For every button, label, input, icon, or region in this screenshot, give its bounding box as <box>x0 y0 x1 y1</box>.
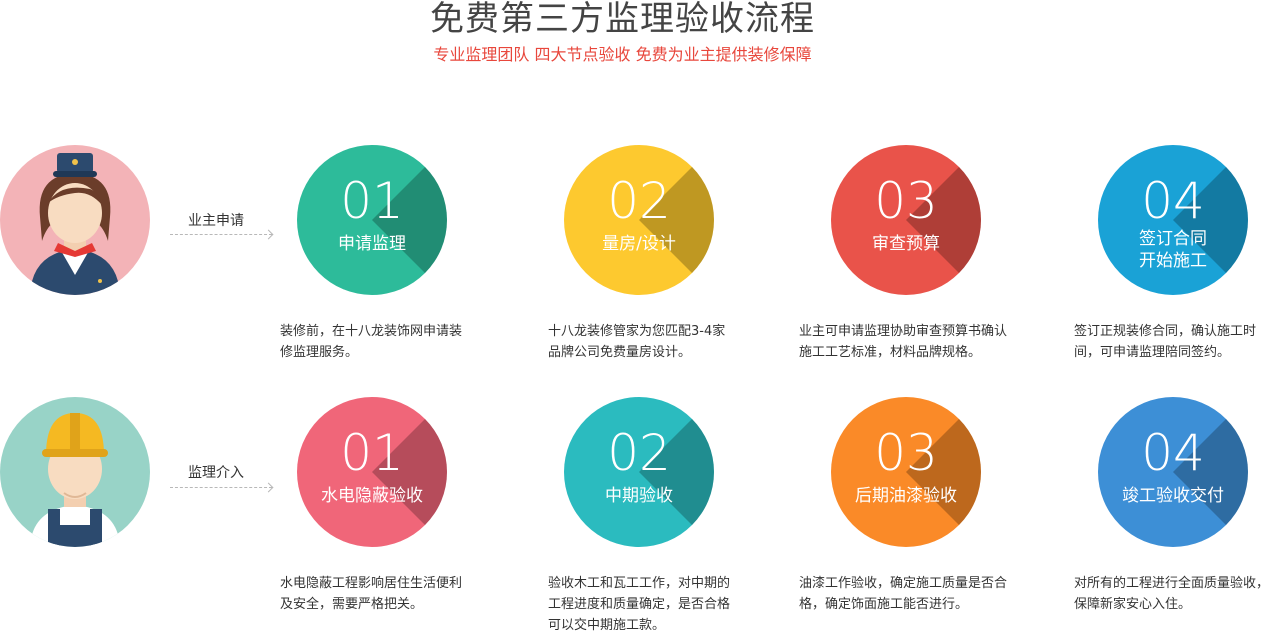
page-subtitle: 专业监理团队 四大节点验收 免费为业主提供装修保障 <box>433 45 812 64</box>
step-description: 十八龙装修管家为您匹配3-4家品牌公司免费量房设计。 <box>548 324 726 360</box>
step-name: 审查预算 <box>872 234 940 254</box>
step-number: 02 <box>607 172 671 230</box>
step-name-line1: 签订合同 <box>1139 229 1207 249</box>
step-description: 水电隐蔽工程影响居住生活便利及安全，需要严格把关。 <box>280 576 463 612</box>
step-name: 竣工验收交付 <box>1122 486 1224 506</box>
step-number: 03 <box>874 424 938 482</box>
step-name: 后期油漆验收 <box>855 486 957 506</box>
step-description: 签订正规装修合同，确认施工时间，可申请监理陪同签约。 <box>1074 324 1257 360</box>
step-number: 03 <box>874 172 938 230</box>
step-description: 对所有的工程进行全面质量验收，保障新家安心入住。 <box>1074 576 1270 612</box>
owner-avatar <box>0 145 150 295</box>
row-arrow-line <box>170 487 272 488</box>
supervisor-illustration-icon <box>0 397 150 547</box>
supervisor-avatar <box>0 397 150 547</box>
step-circle-midterm-inspection[interactable]: 02 中期验收 <box>564 397 714 547</box>
step-number: 02 <box>607 424 671 482</box>
step-description: 验收木工和瓦工工作，对中期的工程进度和质量确定，是否合格可以交中期施工款。 <box>548 576 731 633</box>
step-number: 04 <box>1141 172 1205 230</box>
step-name: 量房/设计 <box>602 234 676 254</box>
step-description: 油漆工作验收，确定施工质量是否合格，确定饰面施工能否进行。 <box>799 576 1008 612</box>
step-number: 01 <box>340 424 404 482</box>
step-circle-apply-supervision[interactable]: 01 申请监理 <box>297 145 447 295</box>
step-circle-paint-inspection[interactable]: 03 后期油漆验收 <box>831 397 981 547</box>
step-number: 04 <box>1141 424 1205 482</box>
step-name: 中期验收 <box>605 486 673 506</box>
step-circle-final-delivery[interactable]: 04 竣工验收交付 <box>1098 397 1248 547</box>
step-circle-review-budget[interactable]: 03 审查预算 <box>831 145 981 295</box>
step-circle-plumbing-inspection[interactable]: 01 水电隐蔽验收 <box>297 397 447 547</box>
step-description: 装修前，在十八龙装饰网申请装修监理服务。 <box>280 324 463 360</box>
row-arrow-line <box>170 234 272 235</box>
step-circle-sign-contract[interactable]: 04 签订合同 开始施工 <box>1098 145 1248 295</box>
step-name: 水电隐蔽验收 <box>321 486 423 506</box>
step-name: 申请监理 <box>338 234 406 254</box>
step-description: 业主可申请监理协助审查预算书确认施工工艺标准，材料品牌规格。 <box>799 324 1008 360</box>
step-name: 签订合同 开始施工 <box>1098 228 1248 272</box>
step-circle-measure-design[interactable]: 02 量房/设计 <box>564 145 714 295</box>
step-number: 01 <box>340 172 404 230</box>
step-name-line2: 开始施工 <box>1139 251 1207 271</box>
arrow-right-icon <box>263 482 274 493</box>
arrow-right-icon <box>263 229 274 240</box>
row-label-owner: 业主申请 <box>188 213 244 229</box>
owner-illustration-icon <box>0 145 150 295</box>
page-title: 免费第三方监理验收流程 <box>430 0 815 39</box>
row-label-supervisor: 监理介入 <box>188 465 244 481</box>
